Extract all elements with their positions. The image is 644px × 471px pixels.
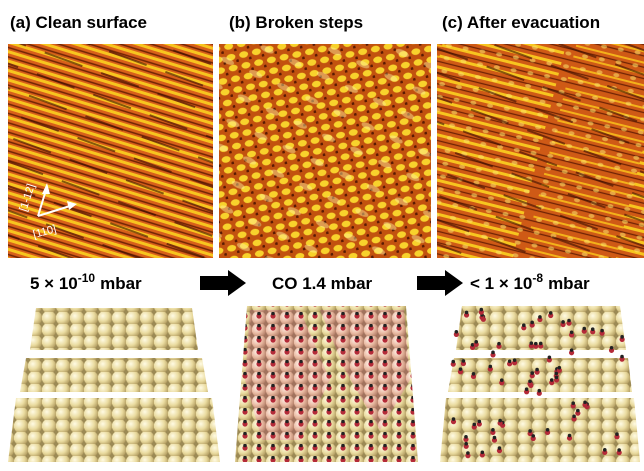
- co-molecule: [619, 355, 624, 362]
- co-molecule: [454, 330, 459, 337]
- pressure-unit: mbar: [548, 274, 590, 293]
- pressure-unit: mbar: [100, 274, 142, 293]
- atomic-model: [8, 308, 220, 462]
- atomic-model: [235, 306, 418, 462]
- panel-title: (b) Broken steps: [229, 13, 363, 32]
- stm-image: [8, 44, 213, 258]
- arrow: [200, 270, 246, 296]
- pressure-label: CO 1.4 mbar: [272, 274, 373, 293]
- panel-title: (c) After evacuation: [442, 13, 600, 32]
- panel-title: (a) Clean surface: [10, 13, 147, 32]
- co-molecule: [490, 351, 495, 358]
- co-molecule: [547, 356, 552, 363]
- pressure-exponent: -8: [532, 271, 543, 285]
- stm-image: [437, 44, 644, 258]
- pressure-label: 5 × 10-10 mbar: [30, 271, 142, 293]
- arrow: [417, 270, 463, 296]
- stm-image: [219, 44, 431, 258]
- figure: (a) Clean surface (b) Broken steps (c) A…: [0, 0, 644, 471]
- pressure-exponent: -10: [78, 271, 96, 285]
- atomic-model: [440, 306, 640, 462]
- pressure-base: < 1 × 10: [470, 274, 532, 293]
- pressure-base: 5 × 10: [30, 274, 78, 293]
- pressure-label: < 1 × 10-8 mbar: [470, 271, 590, 293]
